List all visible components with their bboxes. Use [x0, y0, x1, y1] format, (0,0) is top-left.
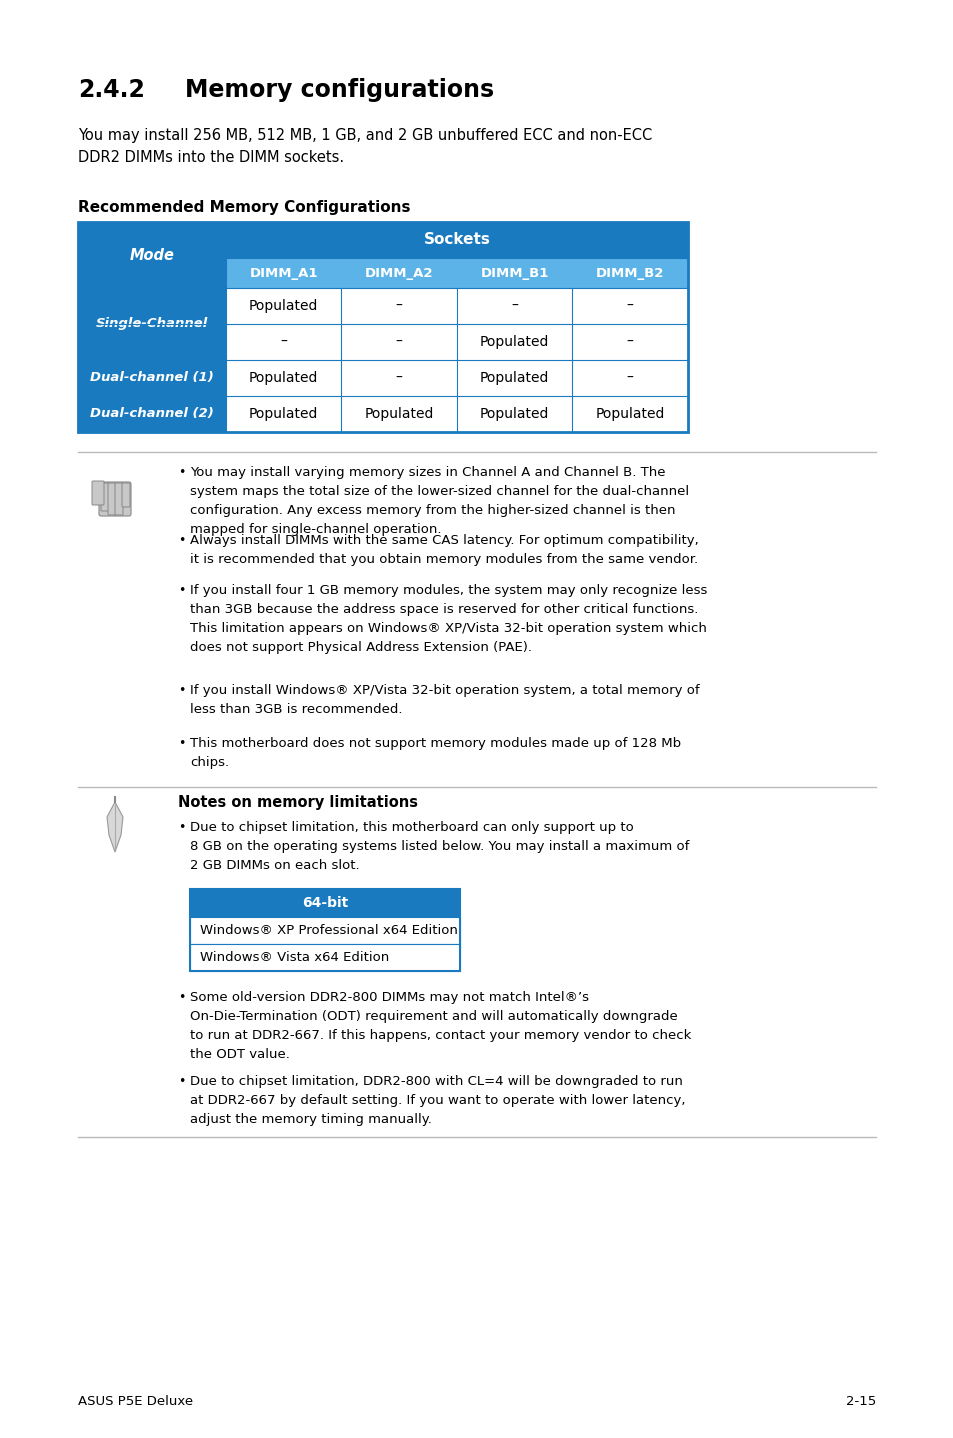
Text: •: •: [178, 584, 185, 597]
Text: –: –: [395, 371, 402, 385]
Text: •: •: [178, 533, 185, 546]
Bar: [78, 221, 687, 431]
Bar: [78, 360, 226, 395]
FancyBboxPatch shape: [91, 480, 104, 505]
Text: 2-15: 2-15: [845, 1395, 875, 1408]
Bar: [226, 257, 687, 288]
Text: Populated: Populated: [479, 407, 549, 421]
Text: If you install Windows® XP/Vista 32-bit operation system, a total memory of
less: If you install Windows® XP/Vista 32-bit …: [190, 684, 699, 716]
Bar: [78, 221, 687, 257]
Text: –: –: [280, 335, 287, 349]
Text: –: –: [626, 335, 633, 349]
Text: Due to chipset limitation, this motherboard can only support up to
8 GB on the o: Due to chipset limitation, this motherbo…: [190, 821, 689, 871]
Text: Dual-channel (2): Dual-channel (2): [90, 407, 213, 420]
Bar: [190, 917, 459, 943]
Text: –: –: [395, 299, 402, 313]
Text: Notes on memory limitations: Notes on memory limitations: [178, 795, 417, 810]
Text: Memory configurations: Memory configurations: [185, 78, 494, 102]
Text: Populated: Populated: [479, 371, 549, 385]
Text: Windows® XP Professional x64 Edition: Windows® XP Professional x64 Edition: [200, 925, 457, 938]
Text: –: –: [395, 335, 402, 349]
Text: Mode: Mode: [130, 247, 174, 263]
Text: 64-bit: 64-bit: [301, 896, 348, 910]
Text: Populated: Populated: [364, 407, 434, 421]
Text: If you install four 1 GB memory modules, the system may only recognize less
than: If you install four 1 GB memory modules,…: [190, 584, 706, 654]
Text: –: –: [626, 371, 633, 385]
Text: DIMM_B1: DIMM_B1: [480, 266, 548, 279]
Text: •: •: [178, 991, 185, 1004]
Text: DIMM_B2: DIMM_B2: [596, 266, 663, 279]
Text: This motherboard does not support memory modules made up of 128 Mb
chips.: This motherboard does not support memory…: [190, 738, 680, 769]
Bar: [226, 324, 687, 360]
Text: Populated: Populated: [249, 371, 318, 385]
Text: Populated: Populated: [249, 299, 318, 313]
Text: –: –: [626, 299, 633, 313]
Text: Populated: Populated: [595, 407, 664, 421]
Text: Populated: Populated: [249, 407, 318, 421]
Bar: [78, 288, 226, 360]
Text: •: •: [178, 738, 185, 751]
FancyBboxPatch shape: [101, 483, 109, 510]
FancyBboxPatch shape: [99, 482, 131, 516]
Text: •: •: [178, 821, 185, 834]
Text: You may install 256 MB, 512 MB, 1 GB, and 2 GB unbuffered ECC and non-ECC
DDR2 D: You may install 256 MB, 512 MB, 1 GB, an…: [78, 128, 652, 165]
Text: Dual-channel (1): Dual-channel (1): [90, 371, 213, 384]
Text: Sockets: Sockets: [423, 233, 490, 247]
Bar: [190, 889, 459, 971]
Text: ASUS P5E Deluxe: ASUS P5E Deluxe: [78, 1395, 193, 1408]
Bar: [190, 943, 459, 971]
Text: Some old-version DDR2-800 DIMMs may not match Intel®’s
On-Die-Termination (ODT) : Some old-version DDR2-800 DIMMs may not …: [190, 991, 691, 1061]
Text: Due to chipset limitation, DDR2-800 with CL=4 will be downgraded to run
at DDR2-: Due to chipset limitation, DDR2-800 with…: [190, 1076, 685, 1126]
FancyBboxPatch shape: [108, 483, 116, 515]
Polygon shape: [107, 802, 123, 851]
Text: Recommended Memory Configurations: Recommended Memory Configurations: [78, 200, 410, 216]
Bar: [78, 221, 226, 288]
Bar: [190, 889, 459, 917]
Text: You may install varying memory sizes in Channel A and Channel B. The
system maps: You may install varying memory sizes in …: [190, 466, 688, 536]
Text: •: •: [178, 1076, 185, 1089]
Text: –: –: [511, 299, 517, 313]
FancyBboxPatch shape: [115, 483, 123, 515]
Text: Windows® Vista x64 Edition: Windows® Vista x64 Edition: [200, 951, 389, 963]
Text: •: •: [178, 466, 185, 479]
Bar: [226, 360, 687, 395]
Bar: [226, 288, 687, 324]
Bar: [78, 395, 226, 431]
Text: •: •: [178, 684, 185, 697]
FancyBboxPatch shape: [122, 483, 130, 508]
Text: Populated: Populated: [479, 335, 549, 349]
Text: 2.4.2: 2.4.2: [78, 78, 145, 102]
Text: DIMM_A1: DIMM_A1: [250, 266, 317, 279]
Bar: [226, 395, 687, 431]
Text: Always install DIMMs with the same CAS latency. For optimum compatibility,
it is: Always install DIMMs with the same CAS l…: [190, 533, 698, 567]
Text: Single-Channel: Single-Channel: [95, 318, 208, 331]
Text: DIMM_A2: DIMM_A2: [365, 266, 433, 279]
